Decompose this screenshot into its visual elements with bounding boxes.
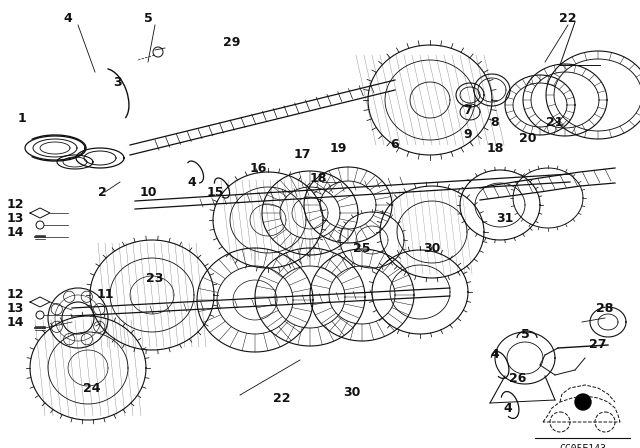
Text: 4: 4 xyxy=(188,176,196,189)
Text: CC05E143: CC05E143 xyxy=(559,444,607,448)
Text: 27: 27 xyxy=(589,339,607,352)
Text: 22: 22 xyxy=(273,392,291,405)
Text: 22: 22 xyxy=(559,12,577,25)
Text: 4: 4 xyxy=(63,12,72,25)
Text: 14: 14 xyxy=(6,225,24,238)
Text: 18: 18 xyxy=(486,142,504,155)
Text: 1: 1 xyxy=(18,112,26,125)
Text: 24: 24 xyxy=(83,382,100,395)
Text: 20: 20 xyxy=(519,132,537,145)
Text: 17: 17 xyxy=(293,148,311,161)
Text: 29: 29 xyxy=(223,35,241,48)
Text: 23: 23 xyxy=(147,271,164,284)
Text: 12: 12 xyxy=(6,198,24,211)
Text: 18: 18 xyxy=(309,172,326,185)
Text: 11: 11 xyxy=(96,289,114,302)
Text: 10: 10 xyxy=(140,185,157,198)
Text: 28: 28 xyxy=(596,302,614,314)
Text: 4: 4 xyxy=(491,349,499,362)
Text: 21: 21 xyxy=(547,116,564,129)
Text: 19: 19 xyxy=(330,142,347,155)
Text: 30: 30 xyxy=(423,241,441,254)
Text: 31: 31 xyxy=(496,211,514,224)
Text: 13: 13 xyxy=(6,211,24,224)
Text: 2: 2 xyxy=(98,185,106,198)
Text: 4: 4 xyxy=(504,401,513,414)
Text: 5: 5 xyxy=(143,12,152,25)
Text: 12: 12 xyxy=(6,289,24,302)
Text: 9: 9 xyxy=(464,129,472,142)
Text: 25: 25 xyxy=(353,241,371,254)
Text: 14: 14 xyxy=(6,315,24,328)
Text: 30: 30 xyxy=(343,385,361,399)
Text: 7: 7 xyxy=(463,103,472,116)
Circle shape xyxy=(575,394,591,410)
Text: 15: 15 xyxy=(206,185,224,198)
Text: 26: 26 xyxy=(509,371,527,384)
Text: 8: 8 xyxy=(491,116,499,129)
Text: 5: 5 xyxy=(520,328,529,341)
Text: 13: 13 xyxy=(6,302,24,314)
Text: 6: 6 xyxy=(390,138,399,151)
Text: 16: 16 xyxy=(250,161,267,175)
Text: 3: 3 xyxy=(114,76,122,89)
